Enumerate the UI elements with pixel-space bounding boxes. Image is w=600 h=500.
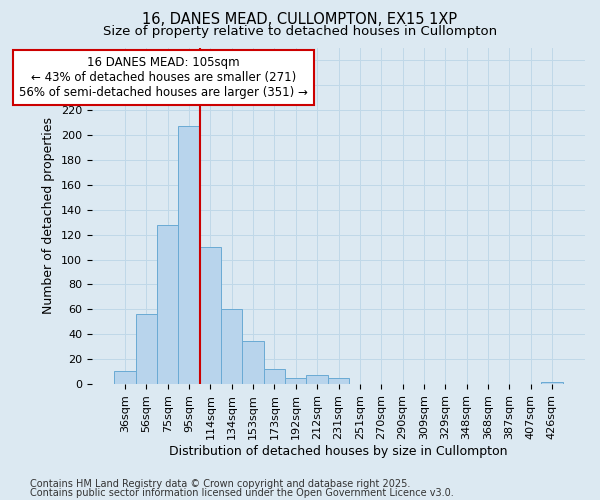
Bar [157, 224, 178, 384]
Y-axis label: Number of detached properties: Number of detached properties [43, 118, 55, 314]
Bar [200, 247, 221, 384]
Bar [136, 314, 157, 384]
Bar [178, 126, 200, 384]
Text: Contains public sector information licensed under the Open Government Licence v3: Contains public sector information licen… [30, 488, 454, 498]
Bar [242, 340, 264, 384]
Bar [115, 370, 136, 384]
Bar [285, 378, 307, 384]
Text: 16 DANES MEAD: 105sqm
← 43% of detached houses are smaller (271)
56% of semi-det: 16 DANES MEAD: 105sqm ← 43% of detached … [19, 56, 308, 99]
Bar [221, 310, 242, 384]
X-axis label: Distribution of detached houses by size in Cullompton: Distribution of detached houses by size … [169, 444, 508, 458]
Bar [307, 376, 328, 384]
Bar [541, 382, 563, 384]
Text: Contains HM Land Registry data © Crown copyright and database right 2025.: Contains HM Land Registry data © Crown c… [30, 479, 410, 489]
Bar [328, 378, 349, 384]
Bar [264, 370, 285, 384]
Text: 16, DANES MEAD, CULLOMPTON, EX15 1XP: 16, DANES MEAD, CULLOMPTON, EX15 1XP [142, 12, 458, 28]
Text: Size of property relative to detached houses in Cullompton: Size of property relative to detached ho… [103, 25, 497, 38]
